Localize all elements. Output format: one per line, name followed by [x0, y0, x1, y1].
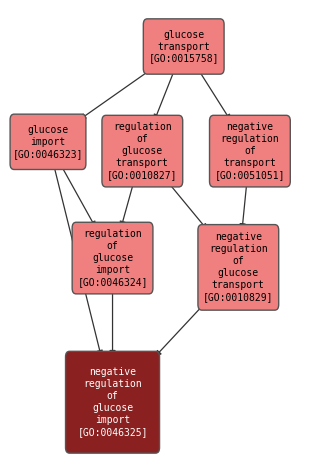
Text: glucose
transport
[GO:0015758]: glucose transport [GO:0015758]	[149, 29, 219, 64]
FancyBboxPatch shape	[198, 225, 279, 310]
Text: regulation
of
glucose
transport
[GO:0010827]: regulation of glucose transport [GO:0010…	[107, 122, 177, 180]
Text: negative
regulation
of
glucose
transport
[GO:0010829]: negative regulation of glucose transport…	[203, 232, 273, 302]
FancyBboxPatch shape	[143, 19, 224, 74]
Text: negative
regulation
of
glucose
import
[GO:0046325]: negative regulation of glucose import [G…	[77, 367, 148, 437]
FancyBboxPatch shape	[210, 115, 290, 187]
Text: glucose
import
[GO:0046323]: glucose import [GO:0046323]	[13, 125, 83, 159]
FancyBboxPatch shape	[72, 222, 153, 294]
FancyBboxPatch shape	[10, 114, 86, 170]
FancyBboxPatch shape	[102, 115, 183, 187]
Text: regulation
of
glucose
import
[GO:0046324]: regulation of glucose import [GO:0046324…	[77, 229, 148, 287]
FancyBboxPatch shape	[66, 352, 160, 453]
Text: negative
regulation
of
transport
[GO:0051051]: negative regulation of transport [GO:005…	[215, 122, 285, 180]
